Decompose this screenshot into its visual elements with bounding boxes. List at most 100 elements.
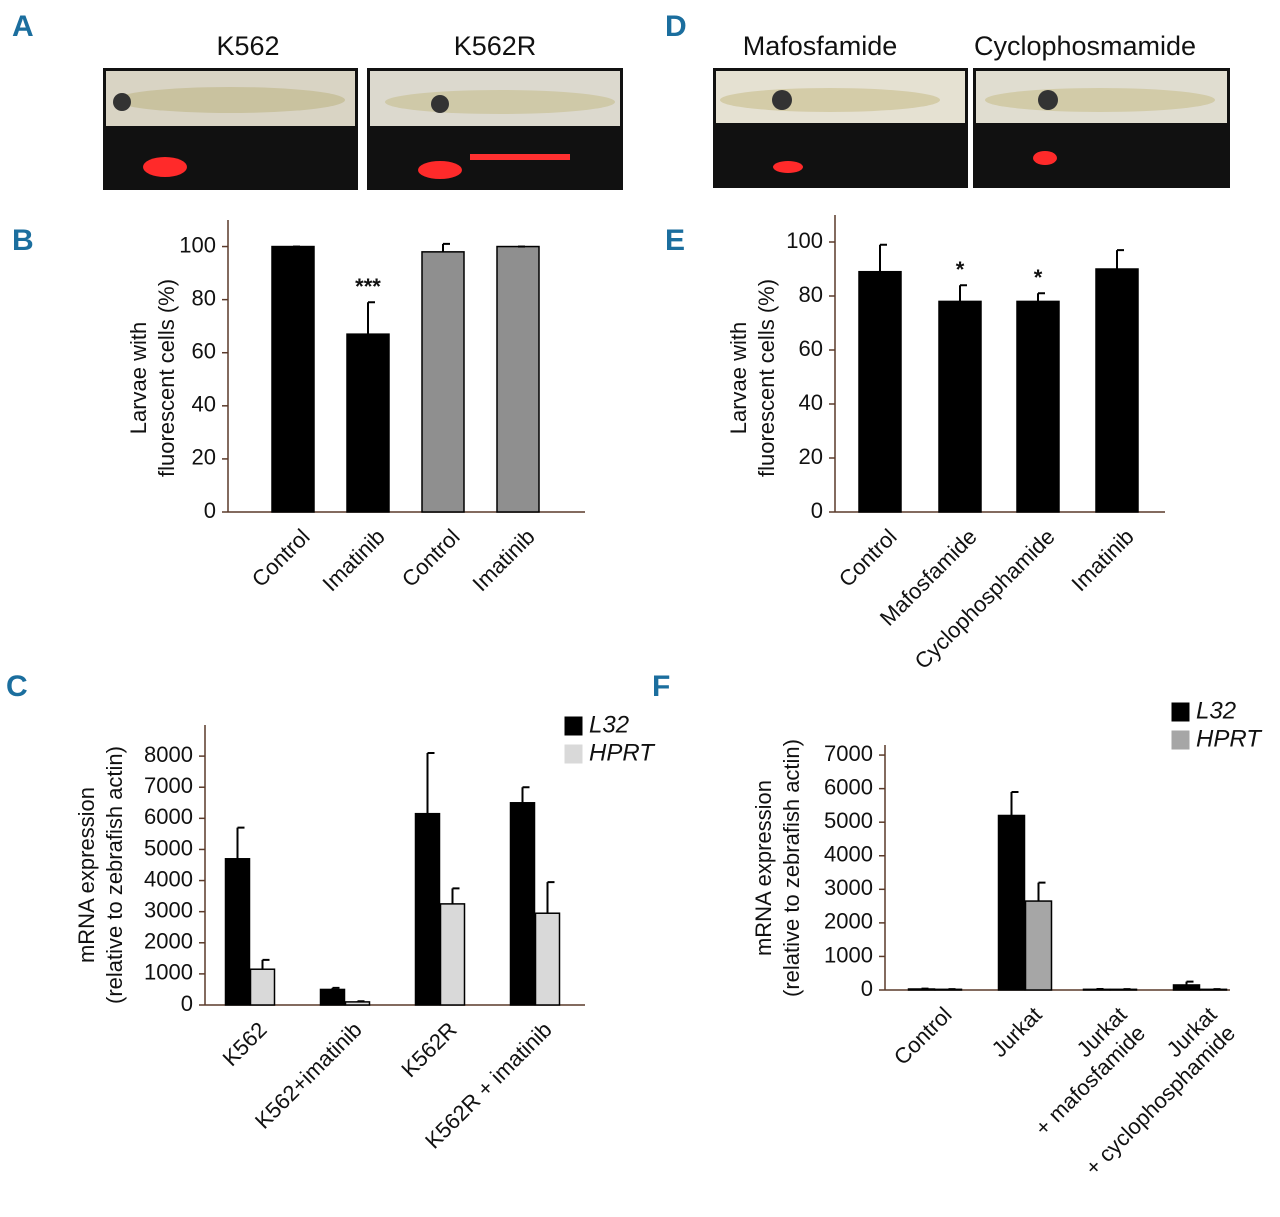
y-tick-label: 3000 <box>144 897 193 922</box>
legend-label: HPRT <box>1196 725 1263 752</box>
legend-swatch <box>1171 702 1190 722</box>
x-tick-label: Imatinib <box>467 524 539 596</box>
legend-label: HPRT <box>589 739 656 766</box>
y-tick-label: 2000 <box>144 929 193 954</box>
y-tick-label: 60 <box>192 339 216 364</box>
x-tick-label: Imatinib <box>1066 524 1138 596</box>
y-tick-label: 0 <box>204 498 216 523</box>
bar <box>509 802 536 1006</box>
error-bar <box>442 242 450 252</box>
y-axis-label: Larvae with <box>726 322 751 435</box>
y-tick-label: 6000 <box>824 774 873 799</box>
y-axis-label: (relative to zebrafish actin) <box>102 746 127 1004</box>
larva-image <box>973 68 1230 188</box>
bar <box>496 245 540 513</box>
y-tick-label: 8000 <box>144 742 193 767</box>
y-tick-label: 3000 <box>824 875 873 900</box>
y-tick-label: 4000 <box>144 866 193 891</box>
bar <box>1095 268 1139 513</box>
bar <box>1016 300 1060 513</box>
panel-label: D <box>665 10 687 43</box>
y-tick-label: 6000 <box>144 804 193 829</box>
y-tick-label: 4000 <box>824 842 873 867</box>
image-caption: K562R <box>454 31 537 61</box>
larva-image <box>103 68 358 190</box>
legend-swatch <box>564 716 583 736</box>
bar <box>534 912 561 1006</box>
bar <box>1024 900 1053 991</box>
y-tick-label: 100 <box>786 228 823 253</box>
y-tick-label: 40 <box>799 390 823 415</box>
bar <box>249 968 276 1006</box>
bar <box>271 245 315 513</box>
bar <box>938 300 982 513</box>
error-bar <box>1037 881 1046 902</box>
y-axis-label: (relative to zebrafish actin) <box>779 739 804 997</box>
bar <box>346 333 390 513</box>
x-tick-label: Jurkat <box>987 1002 1047 1062</box>
bar <box>414 812 441 1006</box>
legend-label: L32 <box>589 711 629 738</box>
y-tick-label: 60 <box>799 336 823 361</box>
bar <box>439 903 466 1006</box>
error-bar <box>1116 249 1124 269</box>
y-tick-label: 0 <box>181 991 193 1016</box>
error-bar <box>1010 790 1019 816</box>
y-tick-label: 0 <box>861 976 873 1001</box>
annotation: * <box>1034 265 1043 290</box>
bar <box>1172 984 1201 991</box>
y-axis-label: fluorescent cells (%) <box>154 279 179 477</box>
bar <box>858 270 902 513</box>
error-bar <box>521 786 530 803</box>
x-tick-label: Control <box>397 524 465 592</box>
error-bar <box>331 986 340 990</box>
larva-image <box>713 68 968 188</box>
larva-image <box>367 68 623 190</box>
error-bar <box>1037 292 1045 302</box>
panel-label: C <box>6 670 28 703</box>
y-tick-label: 1000 <box>824 942 873 967</box>
bar <box>319 988 346 1006</box>
y-tick-label: 7000 <box>824 741 873 766</box>
y-tick-label: 1000 <box>144 960 193 985</box>
x-tick-label: Imatinib <box>317 524 389 596</box>
panel-label: B <box>12 224 34 257</box>
error-bar <box>451 887 460 904</box>
y-tick-label: 80 <box>192 285 216 310</box>
bar <box>421 251 465 513</box>
error-bar <box>959 284 967 302</box>
y-tick-label: 5000 <box>824 808 873 833</box>
y-tick-label: 20 <box>192 445 216 470</box>
error-bar <box>356 1000 365 1003</box>
error-bar <box>236 826 245 859</box>
y-tick-label: 5000 <box>144 835 193 860</box>
panel-label: A <box>12 10 34 43</box>
legend-swatch <box>1171 730 1190 750</box>
error-bar <box>261 958 270 970</box>
image-caption: Cyclophosmamide <box>974 31 1196 61</box>
image-caption: Mafosfamide <box>743 31 898 61</box>
y-tick-label: 100 <box>179 232 216 257</box>
error-bar <box>546 881 555 914</box>
y-axis-label: Larvae with <box>126 322 151 435</box>
x-tick-label: Control <box>834 524 902 592</box>
x-tick-label: Control <box>247 524 315 592</box>
error-bar <box>879 243 887 272</box>
bar <box>224 858 251 1006</box>
x-tick-label: K562R <box>396 1017 461 1082</box>
y-tick-label: 20 <box>799 444 823 469</box>
y-axis-label: mRNA expression <box>74 787 99 963</box>
annotation: *** <box>355 274 381 299</box>
y-axis-label: mRNA expression <box>751 780 776 956</box>
y-tick-label: 2000 <box>824 909 873 934</box>
legend-label: L32 <box>1196 697 1236 724</box>
bar <box>997 814 1026 991</box>
image-caption: K562 <box>216 31 279 61</box>
x-tick-label: Cyclophosphamide <box>910 524 1060 674</box>
y-tick-label: 40 <box>192 392 216 417</box>
annotation: * <box>956 257 965 282</box>
y-tick-label: 0 <box>811 498 823 523</box>
error-bar <box>367 301 375 335</box>
bar <box>344 1001 371 1006</box>
